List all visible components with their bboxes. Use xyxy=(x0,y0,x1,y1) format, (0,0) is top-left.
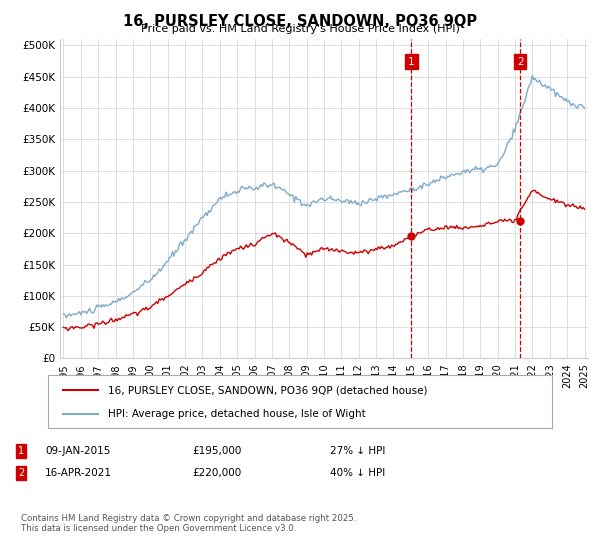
Text: 40% ↓ HPI: 40% ↓ HPI xyxy=(330,468,385,478)
Text: 16-APR-2021: 16-APR-2021 xyxy=(45,468,112,478)
Text: 2: 2 xyxy=(517,57,523,67)
Text: Contains HM Land Registry data © Crown copyright and database right 2025.
This d: Contains HM Land Registry data © Crown c… xyxy=(21,514,356,533)
Text: £195,000: £195,000 xyxy=(192,446,241,456)
Text: 16, PURSLEY CLOSE, SANDOWN, PO36 9QP: 16, PURSLEY CLOSE, SANDOWN, PO36 9QP xyxy=(123,14,477,29)
Text: HPI: Average price, detached house, Isle of Wight: HPI: Average price, detached house, Isle… xyxy=(109,408,366,418)
Text: 1: 1 xyxy=(408,57,415,67)
Text: 2: 2 xyxy=(18,468,24,478)
Text: Price paid vs. HM Land Registry's House Price Index (HPI): Price paid vs. HM Land Registry's House … xyxy=(140,24,460,34)
Text: 27% ↓ HPI: 27% ↓ HPI xyxy=(330,446,385,456)
Text: 16, PURSLEY CLOSE, SANDOWN, PO36 9QP (detached house): 16, PURSLEY CLOSE, SANDOWN, PO36 9QP (de… xyxy=(109,385,428,395)
Text: 1: 1 xyxy=(18,446,24,456)
Text: 09-JAN-2015: 09-JAN-2015 xyxy=(45,446,110,456)
Text: £220,000: £220,000 xyxy=(192,468,241,478)
